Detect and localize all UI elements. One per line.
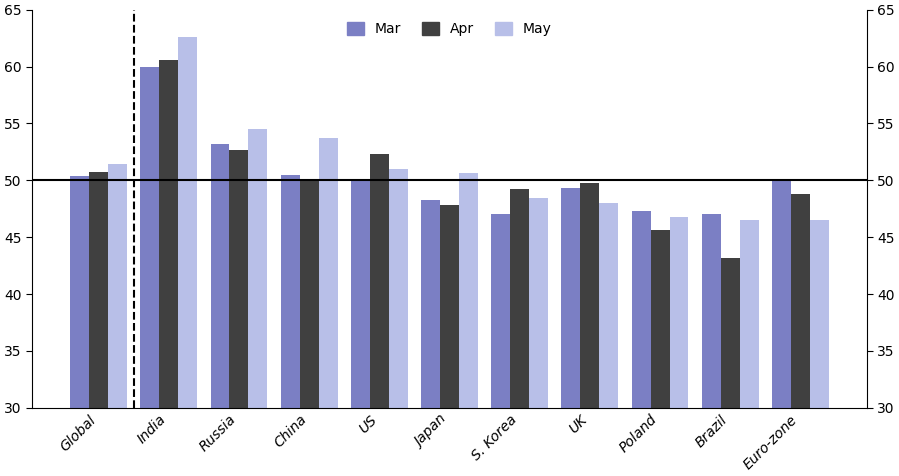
Bar (70, 176, 89, 408)
Bar (562, 188, 581, 408)
Bar (248, 129, 267, 408)
Bar (440, 205, 459, 408)
Bar (210, 144, 229, 408)
Bar (810, 220, 829, 408)
Bar (388, 169, 408, 408)
Bar (178, 37, 197, 408)
Bar (651, 230, 670, 408)
Bar (632, 211, 651, 408)
Bar (299, 179, 318, 408)
Bar (581, 183, 600, 408)
Bar (108, 164, 127, 408)
Bar (491, 214, 511, 408)
Bar (369, 154, 388, 408)
Bar (351, 180, 369, 408)
Bar (740, 220, 759, 408)
Bar (600, 203, 619, 408)
Bar (229, 149, 248, 408)
Bar (459, 173, 478, 408)
Bar (791, 194, 810, 408)
Bar (511, 189, 530, 408)
Bar (421, 199, 440, 408)
Bar (772, 179, 791, 408)
Bar (89, 172, 108, 408)
Legend: Mar, Apr, May: Mar, Apr, May (342, 17, 557, 42)
Bar (670, 217, 689, 408)
Bar (530, 198, 548, 408)
Bar (280, 175, 299, 408)
Bar (140, 67, 159, 408)
Bar (721, 258, 740, 408)
Bar (318, 138, 337, 408)
Bar (702, 214, 721, 408)
Bar (159, 60, 178, 408)
